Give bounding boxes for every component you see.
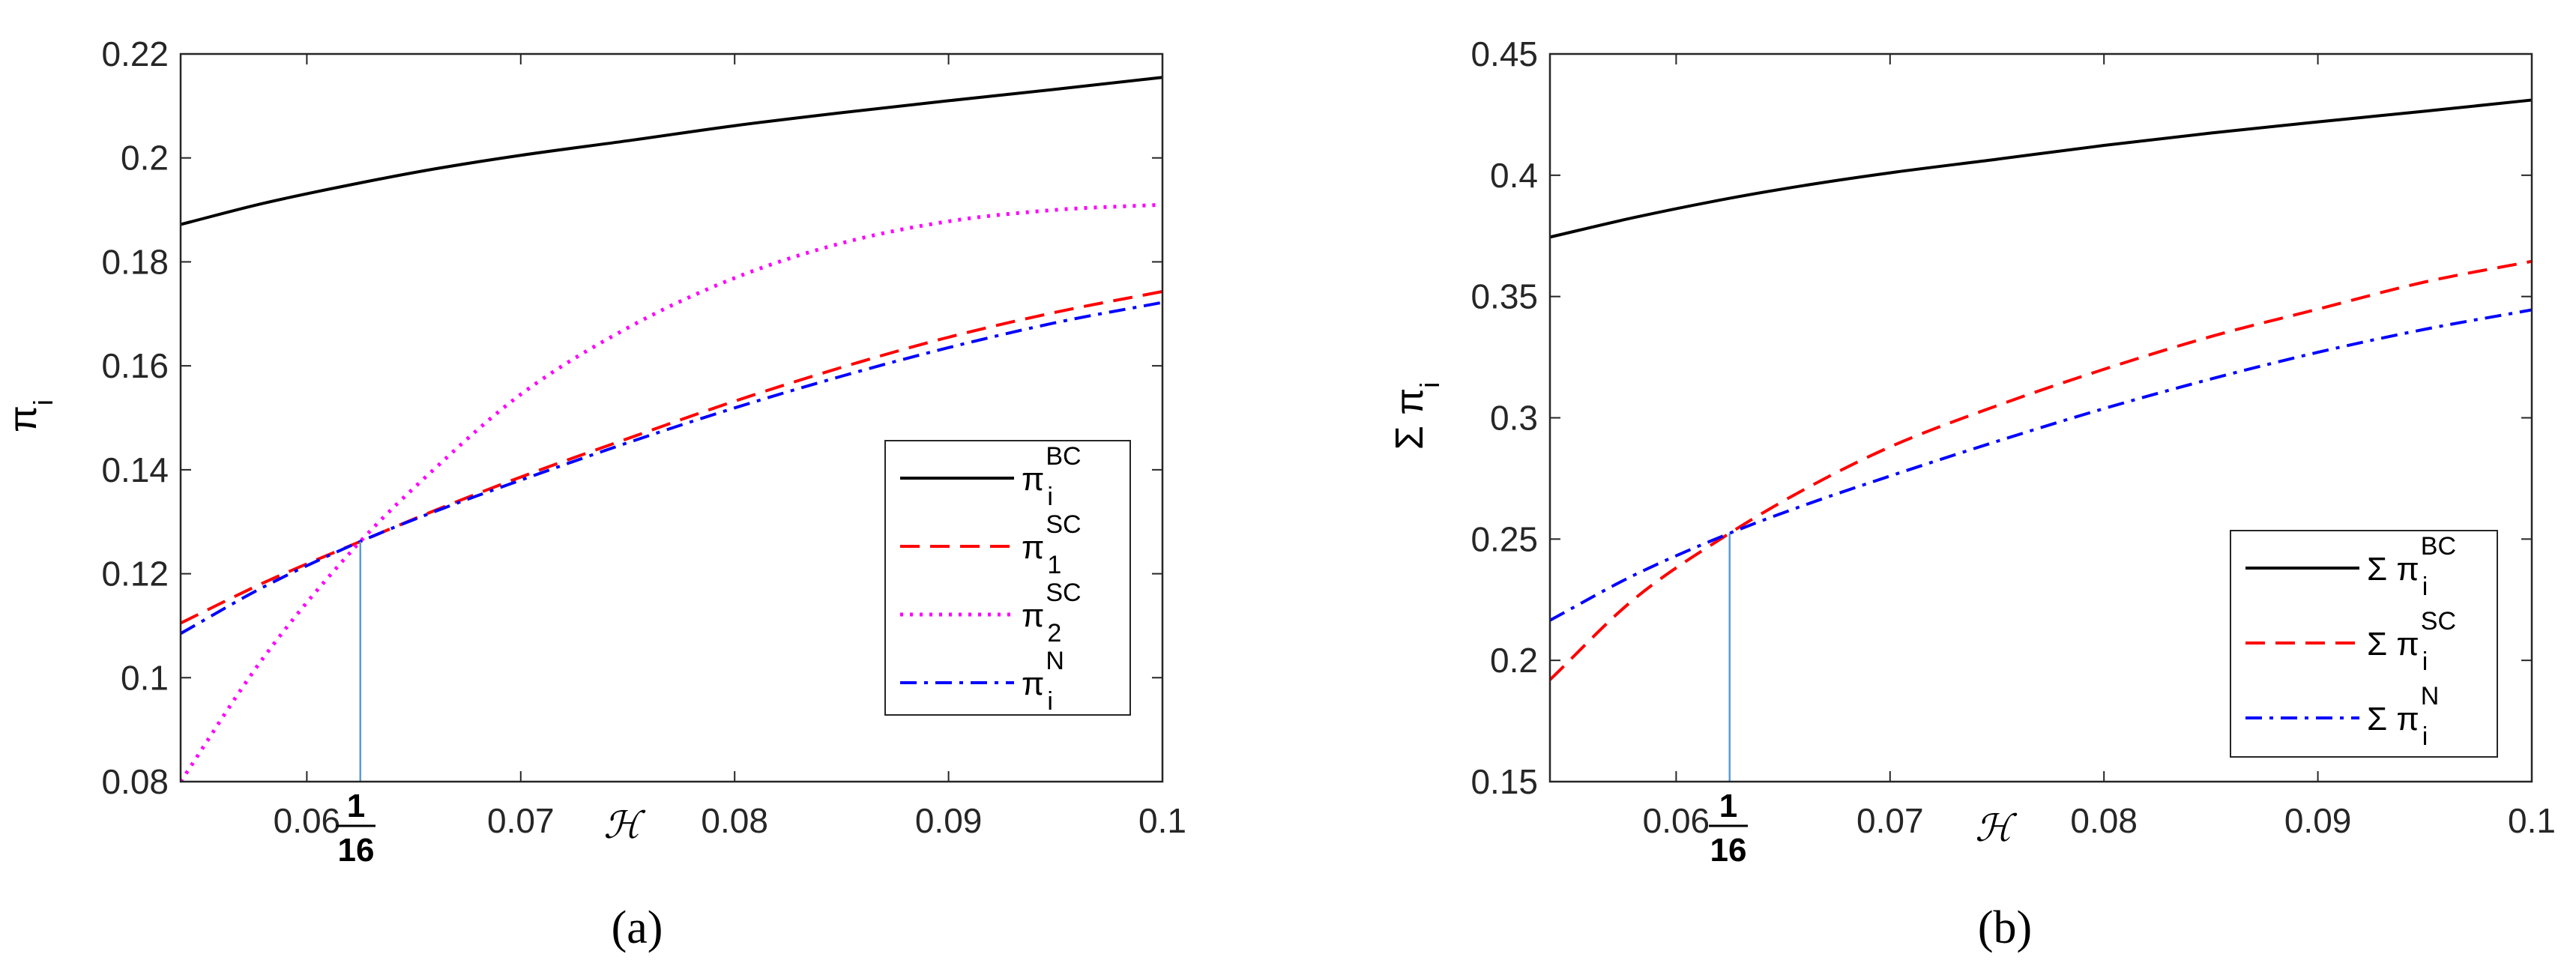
y-tick-label: 0.4 [1490,156,1538,195]
x-tick-label: 0.09 [2284,801,2352,840]
legend-label-superscript: N [2421,682,2440,710]
legend-label-subscript: i [2422,573,2428,601]
y-axis-label: Σ πi [1388,382,1445,450]
y-tick-label: 0.22 [101,34,169,73]
axes-frame [1548,52,2533,783]
x-tick-label: 0.06 [274,801,341,840]
legend-label-superscript: SC [1046,510,1081,539]
series-line [181,76,1162,226]
legend-label-subscript: i [1047,483,1053,511]
y-tick-label: 0.35 [1471,277,1538,316]
legend-label-subscript: i [2422,647,2428,676]
y-tick-label: 0.2 [121,139,169,178]
chart-a: 0.080.10.120.140.160.180.20.220.06 0.07 0.… [1,34,1186,869]
legend-label: π [1022,665,1044,702]
x-tick-label: 0.07 [487,801,555,840]
y-tick-label: 0.18 [101,242,169,281]
series-line [181,202,1162,782]
chart-b: 0.15 0.2 0.25 0.3 0.35 0.4 0.45 0.06 0.07 0.08 0.0… [1388,34,2556,869]
series-line [181,289,1162,625]
x-tick-label: 0.09 [915,801,983,840]
y-tick-label: 0.16 [101,346,169,385]
marker-label-denominator: 16 [1710,832,1747,869]
legend-box [884,440,1131,716]
axes-frame [179,52,1164,783]
x-tick-label: 0.1 [2508,801,2556,840]
series-line [181,301,1162,636]
legend-label-superscript: BC [1046,442,1081,471]
marker-label-numerator: 1 [347,788,365,824]
y-tick-label: 0.3 [1490,399,1538,438]
legend-label: π [1022,529,1044,566]
x-tick-label: 0.1 [1138,801,1186,840]
y-tick-label: 0.15 [1471,762,1538,801]
marker-label-numerator: 1 [1719,788,1737,824]
legend-label-superscript: SC [1046,579,1081,607]
legend-label-subscript: i [2422,722,2428,751]
x-tick-label: 0.07 [1856,801,1924,840]
x-axis-label: ℋ [1975,807,2018,849]
y-axis-label-subscript: i [28,399,58,405]
y-tick-label: 0.2 [1490,641,1538,680]
legend-label-superscript: BC [2421,532,2456,561]
x-axis-label: ℋ [603,804,646,846]
legend-label: π [1022,461,1044,498]
x-tick-label: 0.06 [1643,801,1710,840]
marker-label-denominator: 16 [338,832,375,869]
y-tick-label: 0.08 [101,762,169,801]
y-tick-label: 0.25 [1471,519,1538,558]
legend-label: Σ π [2367,551,2419,588]
y-tick-label: 0.1 [121,658,169,697]
legend-label-subscript: 1 [1047,551,1061,579]
legend-label-superscript: SC [2421,607,2456,636]
y-tick-label: 0.12 [101,555,169,594]
caption-b: (b) [1978,902,2032,953]
legend-box [2230,530,2498,758]
series-line [1550,308,2532,622]
legend-label: π [1022,597,1044,634]
y-axis-label: πi [1,399,58,432]
x-tick-label: 0.08 [2070,801,2138,840]
legend-label-superscript: N [1046,647,1064,675]
legend-label: Σ π [2367,701,2419,737]
legend-label: Σ π [2367,626,2419,662]
y-tick-label: 0.45 [1471,34,1538,73]
legend-label-subscript: 2 [1047,619,1061,647]
caption-a: (a) [612,902,663,953]
y-tick-label: 0.14 [101,450,169,489]
legend-label-subscript: i [1047,687,1053,716]
x-tick-label: 0.08 [701,801,768,840]
series-line [1550,98,2532,239]
y-axis-label-subscript: i [1414,382,1445,388]
series-line [1550,259,2532,681]
